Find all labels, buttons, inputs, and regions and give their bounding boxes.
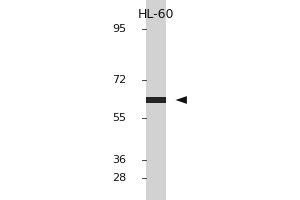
Text: 95: 95 — [112, 24, 126, 34]
Text: 55: 55 — [112, 113, 126, 123]
Text: 72: 72 — [112, 75, 126, 85]
Text: 28: 28 — [112, 173, 126, 183]
Polygon shape — [176, 96, 187, 104]
Text: 36: 36 — [112, 155, 126, 165]
Bar — [146, 0, 166, 200]
Bar — [146, 97, 166, 103]
Text: HL-60: HL-60 — [138, 8, 174, 21]
